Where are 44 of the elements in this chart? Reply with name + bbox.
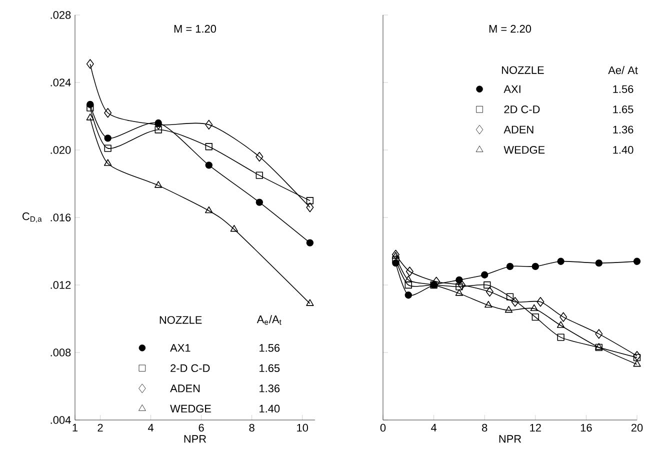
legend-label: AXI <box>504 85 520 93</box>
y-tick-label: .008 <box>50 348 71 356</box>
annotation: 1.36 <box>613 126 634 134</box>
y-tick-label: .016 <box>50 214 71 222</box>
x-axis-title: NPR <box>499 435 522 443</box>
text: M = 1.20 <box>174 24 216 33</box>
legend-label: ADEN <box>504 126 534 134</box>
y-axis-title: C$_{D,a}$ <box>22 212 42 223</box>
legend-label: ADEN <box>170 384 200 392</box>
y-tick-label: .020 <box>50 146 71 154</box>
legend-label: 2D C-D <box>504 105 540 114</box>
annotation: A$_{e}$/A$_{t}$ <box>256 315 282 325</box>
x-tick-label: 16 <box>580 424 592 432</box>
y-tick-label: .024 <box>50 78 71 86</box>
text: M = 2.20 <box>489 24 532 33</box>
x-tick-label: 0 <box>380 424 386 432</box>
x-tick-label: 20 <box>631 424 643 432</box>
annotation: 1.56 <box>613 85 634 93</box>
annotation: 1.36 <box>260 384 280 392</box>
x-tick-label: 10 <box>297 424 308 432</box>
x-tick-label: 12 <box>530 424 541 432</box>
y-tick-label: .012 <box>50 281 71 289</box>
annotation: Ae/ At <box>608 66 638 74</box>
annotation: 1.40 <box>260 404 280 413</box>
y-tick-label: .004 <box>50 416 71 424</box>
annotation: 1.40 <box>613 146 634 154</box>
x-tick-label: 6 <box>198 424 204 432</box>
legend-label: WEDGE <box>170 404 211 413</box>
x-tick-label: 4 <box>431 424 437 432</box>
annotation: 1.65 <box>613 105 634 114</box>
x-tick-label: 1 <box>72 424 78 432</box>
legend-title: NOZZLE <box>160 316 202 324</box>
annotation: 1.56 <box>260 344 280 352</box>
legend-label: WEDGE <box>504 146 545 154</box>
y-tick-label: .028 <box>50 11 71 19</box>
legend-label: 2-D C-D <box>170 364 210 372</box>
x-tick-label: 2 <box>98 424 103 432</box>
x-tick-label: 8 <box>482 424 488 432</box>
legend-label: AX1 <box>170 344 190 352</box>
annotation: 1.65 <box>260 364 280 372</box>
x-tick-label: 4 <box>148 424 154 432</box>
x-tick-label: 8 <box>249 424 254 432</box>
legend-title: NOZZLE <box>502 66 544 74</box>
x-axis-title: NPR <box>184 435 206 443</box>
